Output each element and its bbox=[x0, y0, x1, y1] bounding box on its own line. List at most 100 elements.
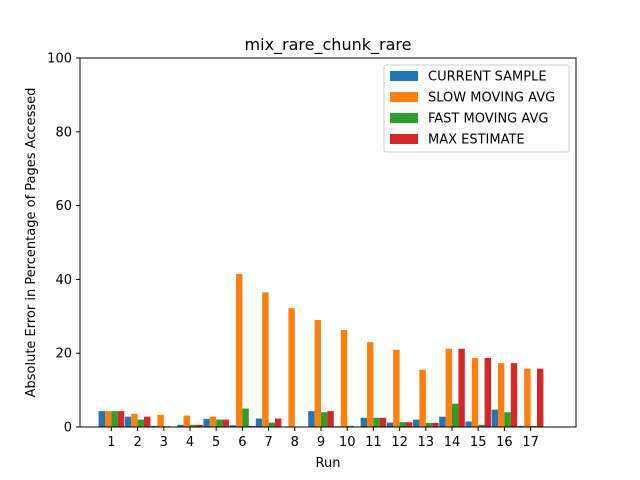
bar-max-estimate-run-2 bbox=[144, 416, 151, 427]
chart-title: mix_rare_chunk_rare bbox=[245, 35, 412, 55]
bar-slow-moving-avg-run-5 bbox=[209, 416, 217, 427]
x-tick-label: 2 bbox=[133, 435, 141, 450]
x-tick-label: 9 bbox=[317, 435, 325, 450]
x-tick-label: 3 bbox=[160, 435, 168, 450]
y-tick-label: 40 bbox=[55, 273, 72, 288]
legend-label: MAX ESTIMATE bbox=[428, 133, 525, 148]
bar-fast-moving-avg-run-11 bbox=[373, 417, 380, 427]
bar-fast-moving-avg-run-16 bbox=[504, 412, 511, 427]
legend-label: SLOW MOVING AVG bbox=[428, 91, 555, 106]
bar-max-estimate-run-16 bbox=[510, 363, 518, 427]
bar-slow-moving-avg-run-2 bbox=[131, 413, 138, 427]
bar-fast-moving-avg-run-9 bbox=[321, 412, 328, 427]
bar-current-sample-run-7 bbox=[255, 418, 263, 427]
bar-max-estimate-run-9 bbox=[327, 411, 334, 427]
x-tick-label: 14 bbox=[444, 435, 461, 450]
bar-slow-moving-avg-run-9 bbox=[314, 319, 321, 427]
x-tick-label: 16 bbox=[496, 435, 513, 450]
bar-max-estimate-run-1 bbox=[117, 411, 125, 427]
bar-slow-moving-avg-run-15 bbox=[471, 358, 479, 427]
legend-box bbox=[383, 64, 570, 153]
legend-swatch bbox=[390, 71, 418, 81]
y-tick-label: 80 bbox=[55, 125, 72, 140]
bar-slow-moving-avg-run-6 bbox=[236, 273, 243, 427]
x-tick-label: 11 bbox=[365, 435, 382, 450]
x-axis: 1 2 3 4 5 6 7 8 9 10 11 12 13 14 15 16 17 bbox=[107, 427, 539, 450]
x-tick-label: 15 bbox=[470, 435, 487, 450]
bar-fast-moving-avg-run-17 bbox=[530, 425, 537, 427]
bar-slow-moving-avg-run-17 bbox=[524, 368, 531, 427]
bar-slow-moving-avg-run-13 bbox=[419, 369, 426, 427]
bar-max-estimate-run-15 bbox=[484, 358, 491, 427]
bar-slow-moving-avg-run-3 bbox=[157, 414, 164, 427]
bar-slow-moving-avg-run-14 bbox=[445, 348, 452, 427]
bar-slow-moving-avg-run-16 bbox=[498, 363, 505, 427]
bar-max-estimate-run-4 bbox=[196, 424, 203, 427]
y-tick-label: 100 bbox=[47, 52, 72, 67]
x-axis-title: Run bbox=[316, 456, 341, 471]
bar-current-sample-run-9 bbox=[308, 411, 315, 427]
bar-slow-moving-avg-run-7 bbox=[262, 292, 269, 427]
x-tick-label: 13 bbox=[418, 435, 435, 450]
bar-fast-moving-avg-run-14 bbox=[452, 403, 459, 427]
bar-current-sample-run-3 bbox=[151, 425, 158, 427]
bar-slow-moving-avg-run-8 bbox=[288, 308, 295, 427]
bar-max-estimate-run-12 bbox=[406, 422, 413, 427]
legend-swatch bbox=[390, 113, 418, 123]
legend-label: FAST MOVING AVG bbox=[428, 112, 548, 127]
bar-max-estimate-run-7 bbox=[275, 418, 282, 427]
x-tick-label: 10 bbox=[339, 435, 356, 450]
bar-current-sample-run-17 bbox=[517, 425, 525, 427]
bar-current-sample-run-15 bbox=[465, 421, 472, 427]
y-axis: 0 20 40 60 80 100 bbox=[47, 52, 80, 436]
y-axis-title: Absolute Error in Percentage of Pages Ac… bbox=[24, 88, 39, 398]
bar-max-estimate-run-6 bbox=[248, 425, 256, 427]
bar-fast-moving-avg-run-7 bbox=[268, 422, 275, 427]
legend-label: CURRENT SAMPLE bbox=[428, 70, 547, 85]
bar-fast-moving-avg-run-10 bbox=[347, 425, 354, 427]
bar-fast-moving-avg-run-12 bbox=[399, 422, 406, 427]
bar-fast-moving-avg-run-13 bbox=[425, 422, 433, 427]
bar-current-sample-run-4 bbox=[177, 424, 184, 427]
bar-max-estimate-run-11 bbox=[379, 417, 387, 427]
bar-slow-moving-avg-run-4 bbox=[183, 415, 190, 427]
bar-fast-moving-avg-run-6 bbox=[242, 408, 249, 427]
bar-current-sample-run-12 bbox=[386, 422, 394, 427]
legend-swatch bbox=[390, 134, 418, 144]
bar-max-estimate-run-14 bbox=[458, 348, 465, 427]
bar-fast-moving-avg-run-4 bbox=[190, 424, 197, 427]
bar-fast-moving-avg-run-5 bbox=[216, 419, 223, 427]
x-tick-label: 1 bbox=[107, 435, 115, 450]
y-tick-label: 60 bbox=[55, 199, 72, 214]
bar-current-sample-run-13 bbox=[413, 419, 420, 427]
bar-current-sample-run-1 bbox=[98, 411, 105, 427]
plot-frame bbox=[79, 57, 577, 428]
bar-current-sample-run-11 bbox=[360, 417, 367, 427]
bar-current-sample-run-6 bbox=[229, 425, 236, 427]
bar-current-sample-run-5 bbox=[203, 418, 210, 427]
x-tick-label: 8 bbox=[291, 435, 299, 450]
bar-fast-moving-avg-run-1 bbox=[111, 411, 118, 427]
legend-swatch bbox=[390, 92, 418, 102]
legend: CURRENT SAMPLE SLOW MOVING AVG FAST MOVING… bbox=[383, 64, 570, 153]
bar-max-estimate-run-17 bbox=[537, 368, 544, 427]
bar-slow-moving-avg-run-10 bbox=[340, 329, 348, 427]
bar-fast-moving-avg-run-2 bbox=[137, 419, 144, 427]
bar-slow-moving-avg-run-1 bbox=[105, 411, 112, 427]
bar-max-estimate-run-13 bbox=[432, 422, 439, 427]
bar-fast-moving-avg-run-15 bbox=[478, 424, 485, 427]
x-tick-label: 5 bbox=[212, 435, 220, 450]
bar-slow-moving-avg-run-11 bbox=[367, 342, 374, 427]
bars-group bbox=[98, 273, 544, 427]
x-tick-label: 6 bbox=[238, 435, 246, 450]
bar-slow-moving-avg-run-12 bbox=[393, 349, 400, 427]
x-tick-label: 4 bbox=[186, 435, 194, 450]
bar-max-estimate-run-5 bbox=[222, 419, 229, 427]
bar-current-sample-run-16 bbox=[491, 409, 498, 427]
y-tick-label: 20 bbox=[55, 347, 72, 362]
x-tick-label: 7 bbox=[264, 435, 272, 450]
y-tick-label: 0 bbox=[64, 421, 72, 436]
bar-current-sample-run-14 bbox=[439, 416, 446, 427]
x-tick-label: 17 bbox=[522, 435, 539, 450]
